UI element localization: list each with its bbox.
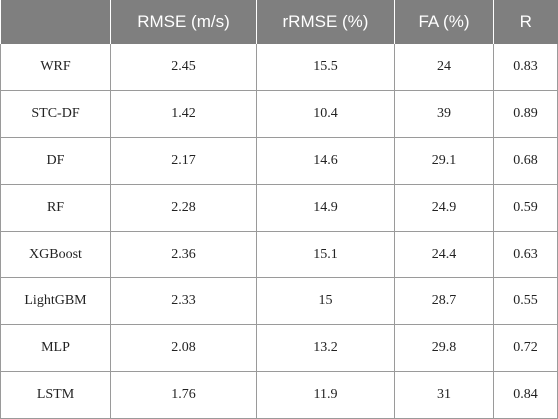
table-row: WRF 2.45 15.5 24 0.83 [0, 44, 558, 91]
rmse-cell: 2.45 [110, 44, 257, 91]
rmse-cell: 2.28 [110, 183, 257, 232]
header-cell-rmse: RMSE (m/s) [110, 0, 257, 44]
r-cell: 0.89 [493, 89, 558, 138]
model-name-cell: WRF [0, 44, 111, 91]
table-row: MLP 2.08 13.2 29.8 0.72 [0, 324, 558, 373]
fa-cell: 24 [394, 44, 494, 91]
fa-cell: 24.9 [394, 183, 494, 232]
rrmse-cell: 15 [256, 277, 395, 326]
r-cell: 0.83 [493, 44, 558, 91]
fa-cell: 24.4 [394, 230, 494, 279]
header-cell-fa: FA (%) [394, 0, 494, 44]
rmse-cell: 2.08 [110, 324, 257, 373]
rmse-cell: 1.42 [110, 89, 257, 138]
rmse-cell: 2.17 [110, 136, 257, 185]
rrmse-cell: 10.4 [256, 89, 395, 138]
r-cell: 0.59 [493, 183, 558, 232]
rmse-cell: 2.36 [110, 230, 257, 279]
rrmse-cell: 15.1 [256, 230, 395, 279]
r-cell: 0.84 [493, 371, 558, 419]
table-row: DF 2.17 14.6 29.1 0.68 [0, 136, 558, 185]
model-name-cell: LightGBM [0, 277, 111, 326]
fa-cell: 28.7 [394, 277, 494, 326]
model-name-cell: STC-DF [0, 89, 111, 138]
table-row: RF 2.28 14.9 24.9 0.59 [0, 183, 558, 232]
r-cell: 0.55 [493, 277, 558, 326]
table-header: RMSE (m/s) rRMSE (%) FA (%) R [0, 0, 558, 44]
table-row: LSTM 1.76 11.9 31 0.84 [0, 371, 558, 419]
table-row: STC-DF 1.42 10.4 39 0.89 [0, 89, 558, 138]
model-name-cell: RF [0, 183, 111, 232]
rmse-cell: 1.76 [110, 371, 257, 419]
model-name-cell: XGBoost [0, 230, 111, 279]
model-name-cell: DF [0, 136, 111, 185]
table-body: WRF 2.45 15.5 24 0.83 STC-DF 1.42 10.4 3… [0, 44, 558, 419]
rrmse-cell: 15.5 [256, 44, 395, 91]
r-cell: 0.72 [493, 324, 558, 373]
model-name-cell: LSTM [0, 371, 111, 419]
rrmse-cell: 14.6 [256, 136, 395, 185]
header-cell-r: R [493, 0, 558, 44]
fa-cell: 31 [394, 371, 494, 419]
header-row: RMSE (m/s) rRMSE (%) FA (%) R [0, 0, 558, 44]
fa-cell: 29.8 [394, 324, 494, 373]
header-cell-rrmse: rRMSE (%) [256, 0, 395, 44]
fa-cell: 39 [394, 89, 494, 138]
fa-cell: 29.1 [394, 136, 494, 185]
r-cell: 0.68 [493, 136, 558, 185]
model-name-cell: MLP [0, 324, 111, 373]
rrmse-cell: 13.2 [256, 324, 395, 373]
header-cell-model [0, 0, 111, 44]
r-cell: 0.63 [493, 230, 558, 279]
rrmse-cell: 14.9 [256, 183, 395, 232]
table-row: XGBoost 2.36 15.1 24.4 0.63 [0, 230, 558, 279]
rmse-cell: 2.33 [110, 277, 257, 326]
rrmse-cell: 11.9 [256, 371, 395, 419]
table-row: LightGBM 2.33 15 28.7 0.55 [0, 277, 558, 326]
